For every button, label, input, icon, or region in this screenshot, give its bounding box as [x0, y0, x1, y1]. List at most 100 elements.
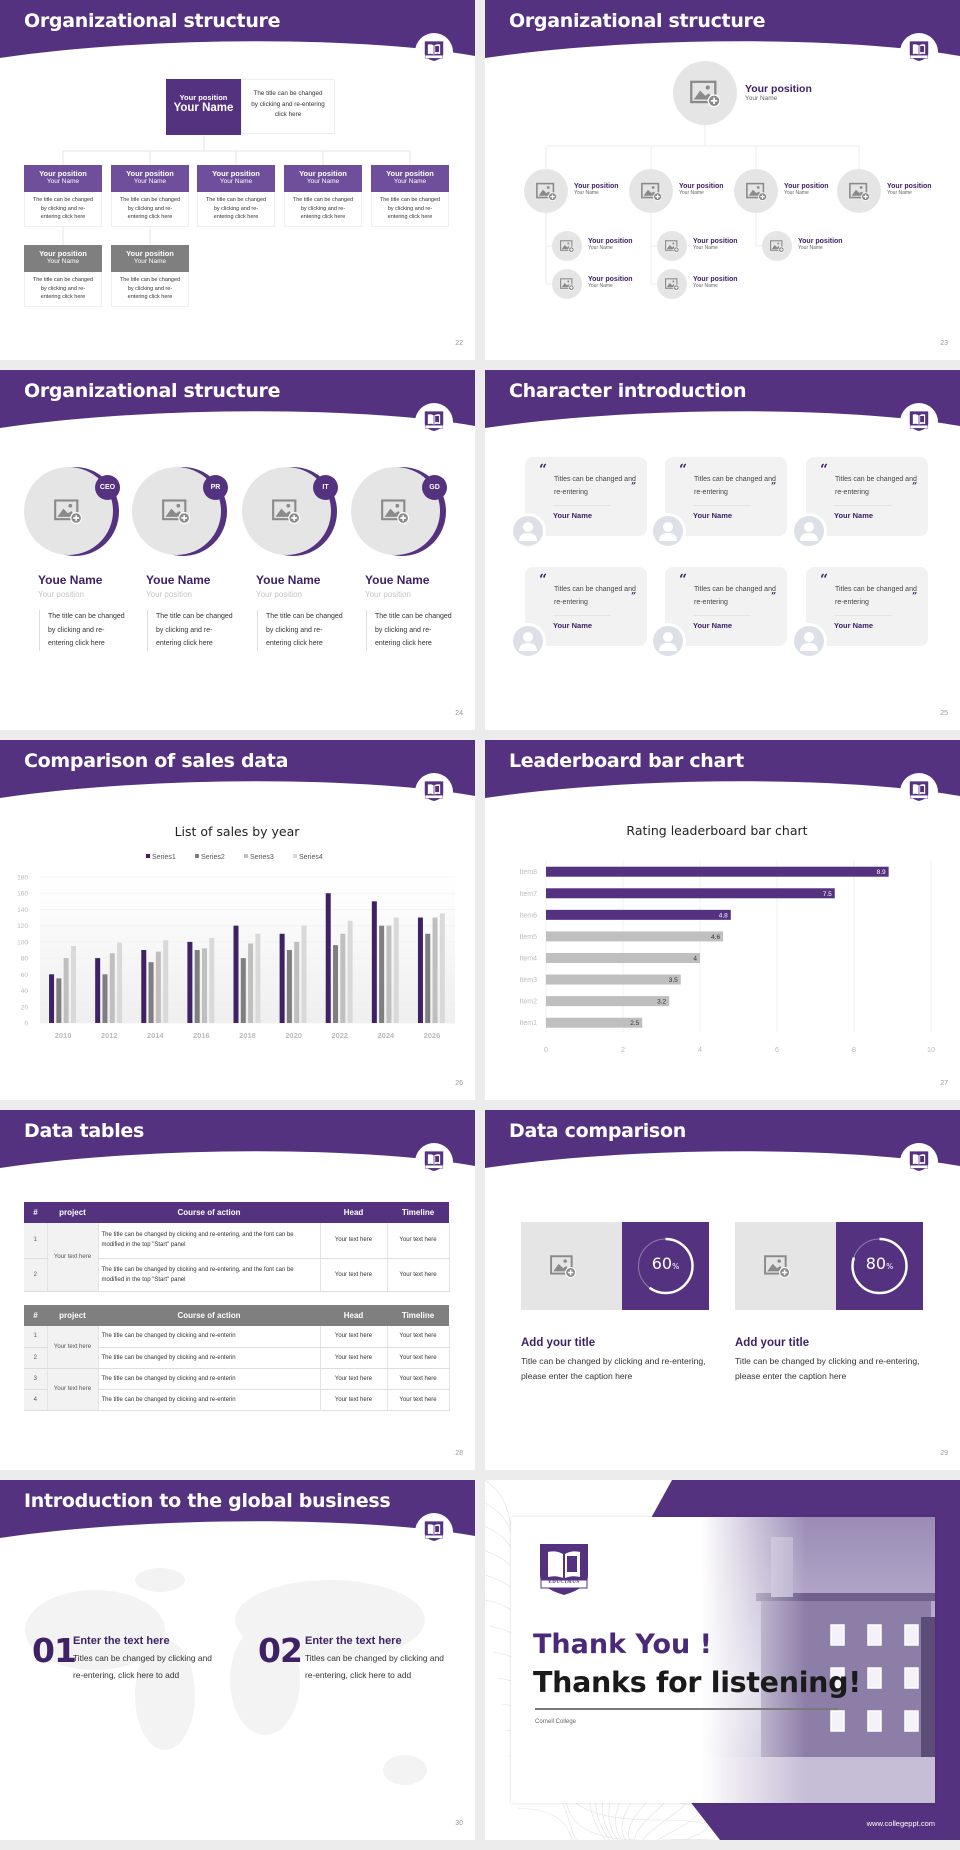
column-header[interactable]: Course of action	[177, 1311, 241, 1320]
photo-circle[interactable]	[629, 169, 673, 213]
top-description-box[interactable]: The title can be changed by clicking and…	[241, 79, 335, 134]
image-placeholder-icon[interactable]	[848, 181, 870, 202]
quote-card[interactable]	[665, 457, 787, 536]
position-card[interactable]: Your position Your Name The title can be c…	[111, 165, 189, 227]
timeline-cell[interactable]: Your text here	[387, 1258, 450, 1292]
name-label: Your Name	[219, 178, 253, 185]
position-card[interactable]: Your position Your Name The title can be c…	[197, 165, 275, 227]
photo-circle[interactable]	[762, 231, 792, 261]
image-placeholder-icon[interactable]	[272, 497, 301, 525]
timeline-cell[interactable]: Your text here	[387, 1326, 450, 1348]
top-position-box[interactable]: Your position Your Name	[166, 79, 241, 135]
x-tick-label: 2016	[193, 1031, 210, 1040]
quote-card[interactable]	[525, 457, 647, 536]
quote-card[interactable]	[525, 567, 647, 646]
quote-text: Titles can be changed and re-entering	[554, 476, 636, 496]
photo-circle[interactable]	[552, 269, 582, 299]
contour-line	[512, 1781, 578, 1840]
x-tick-label: 2	[621, 1045, 625, 1054]
college-logo	[415, 1143, 453, 1181]
position-card[interactable]: Your position Your Name The title can be c…	[24, 165, 102, 227]
continent-shape	[235, 1580, 425, 1660]
timeline-cell[interactable]: Your text here	[387, 1389, 450, 1411]
column-header[interactable]: #	[33, 1311, 38, 1320]
project-cell[interactable]: Your text here	[47, 1223, 99, 1292]
head-cell[interactable]: Your text here	[320, 1368, 388, 1390]
timeline-cell[interactable]: Your text here	[387, 1368, 450, 1390]
timeline-cell[interactable]: Your text here	[387, 1347, 450, 1369]
image-placeholder-icon[interactable]	[664, 239, 680, 253]
category-label: Item6	[519, 912, 537, 919]
photo-circle[interactable]	[524, 169, 568, 213]
head-cell[interactable]: Your text here	[320, 1258, 388, 1292]
data-label: 8.9	[877, 869, 886, 876]
column-header[interactable]: Timeline	[401, 1311, 435, 1320]
project-cell[interactable]: Your text here	[47, 1326, 99, 1369]
position-card[interactable]: Your position Your Name The title can be c…	[24, 245, 102, 307]
quote-card[interactable]	[806, 567, 928, 646]
bar-item6	[546, 909, 731, 920]
column-header[interactable]: #	[33, 1208, 38, 1217]
quote-card[interactable]	[665, 567, 787, 646]
item-text: Title can be changed by clicking and re-…	[521, 1356, 706, 1381]
row-number: 2	[24, 1347, 48, 1369]
image-placeholder-icon[interactable]	[535, 181, 557, 202]
role-badge-label: PR	[210, 484, 221, 491]
logo-shield-icon	[909, 1150, 929, 1177]
page-number: 22	[455, 340, 463, 347]
position-card[interactable]: Your position Your Name The title can be c…	[371, 165, 449, 227]
column-header[interactable]: Course of action	[177, 1208, 241, 1217]
quote-card[interactable]	[806, 457, 928, 536]
course-cell[interactable]: The title can be changed by clicking and…	[98, 1223, 321, 1259]
image-placeholder-icon[interactable]	[54, 497, 83, 525]
image-placeholder-icon[interactable]	[559, 277, 575, 291]
position-card[interactable]: Your position Your Name The title can be c…	[284, 165, 362, 227]
column-header[interactable]: Head	[343, 1311, 364, 1320]
progress-ring	[637, 1237, 694, 1295]
course-cell[interactable]: The title can be changed by clicking and…	[98, 1347, 321, 1369]
item-number: 02	[258, 1631, 303, 1670]
bar-item5	[546, 931, 724, 942]
website-link[interactable]: www.collegeppt.com	[866, 1819, 935, 1828]
course-cell[interactable]: The title can be changed by clicking and…	[98, 1368, 321, 1390]
image-placeholder-icon[interactable]	[689, 78, 721, 108]
column-header[interactable]: project	[59, 1311, 86, 1320]
head-cell[interactable]: Your text here	[320, 1326, 388, 1348]
head-cell[interactable]: Your text here	[320, 1347, 388, 1369]
course-cell[interactable]: The title can be changed by clicking and…	[98, 1326, 321, 1348]
course-cell[interactable]: The title can be changed by clicking and…	[98, 1389, 321, 1411]
project-cell[interactable]: Your text here	[47, 1368, 99, 1411]
image-placeholder-icon[interactable]	[559, 239, 575, 253]
role-badge: PR	[203, 475, 228, 500]
timeline-cell[interactable]: Your text here	[387, 1223, 450, 1259]
column-header[interactable]: project	[59, 1208, 86, 1217]
bar-item1	[546, 1017, 643, 1028]
image-placeholder-icon[interactable]	[640, 181, 662, 202]
bar-series1-2024	[371, 901, 377, 1023]
image-placeholder-icon[interactable]	[664, 277, 680, 291]
image-placeholder-icon[interactable]	[381, 497, 410, 525]
item-text: Titles can be changed by clicking and re…	[73, 1653, 212, 1680]
image-placeholder-icon[interactable]	[764, 1253, 791, 1279]
head-cell[interactable]: Your text here	[320, 1223, 388, 1259]
logo-shield-icon	[424, 1520, 444, 1547]
photo-circle[interactable]	[734, 169, 778, 213]
photo-circle[interactable]	[552, 231, 582, 261]
x-tick-label: 2012	[101, 1031, 118, 1040]
character-name: Your Name	[553, 621, 593, 630]
photo-circle[interactable]	[837, 169, 881, 213]
column-header[interactable]: Timeline	[401, 1208, 435, 1217]
bar-series3-2022	[340, 933, 346, 1023]
column-header[interactable]: Head	[343, 1208, 364, 1217]
photo-circle[interactable]	[657, 231, 687, 261]
head-cell[interactable]: Your text here	[320, 1389, 388, 1411]
photo-circle[interactable]	[657, 269, 687, 299]
position-text: Your position Your Name	[784, 183, 829, 196]
position-card[interactable]: Your position Your Name The title can be c…	[111, 245, 189, 307]
photo-circle[interactable]	[673, 61, 737, 125]
image-placeholder-icon[interactable]	[162, 497, 191, 525]
image-placeholder-icon[interactable]	[550, 1253, 577, 1279]
image-placeholder-icon[interactable]	[769, 239, 785, 253]
course-cell[interactable]: The title can be changed by clicking and…	[98, 1258, 321, 1292]
image-placeholder-icon[interactable]	[745, 181, 767, 202]
